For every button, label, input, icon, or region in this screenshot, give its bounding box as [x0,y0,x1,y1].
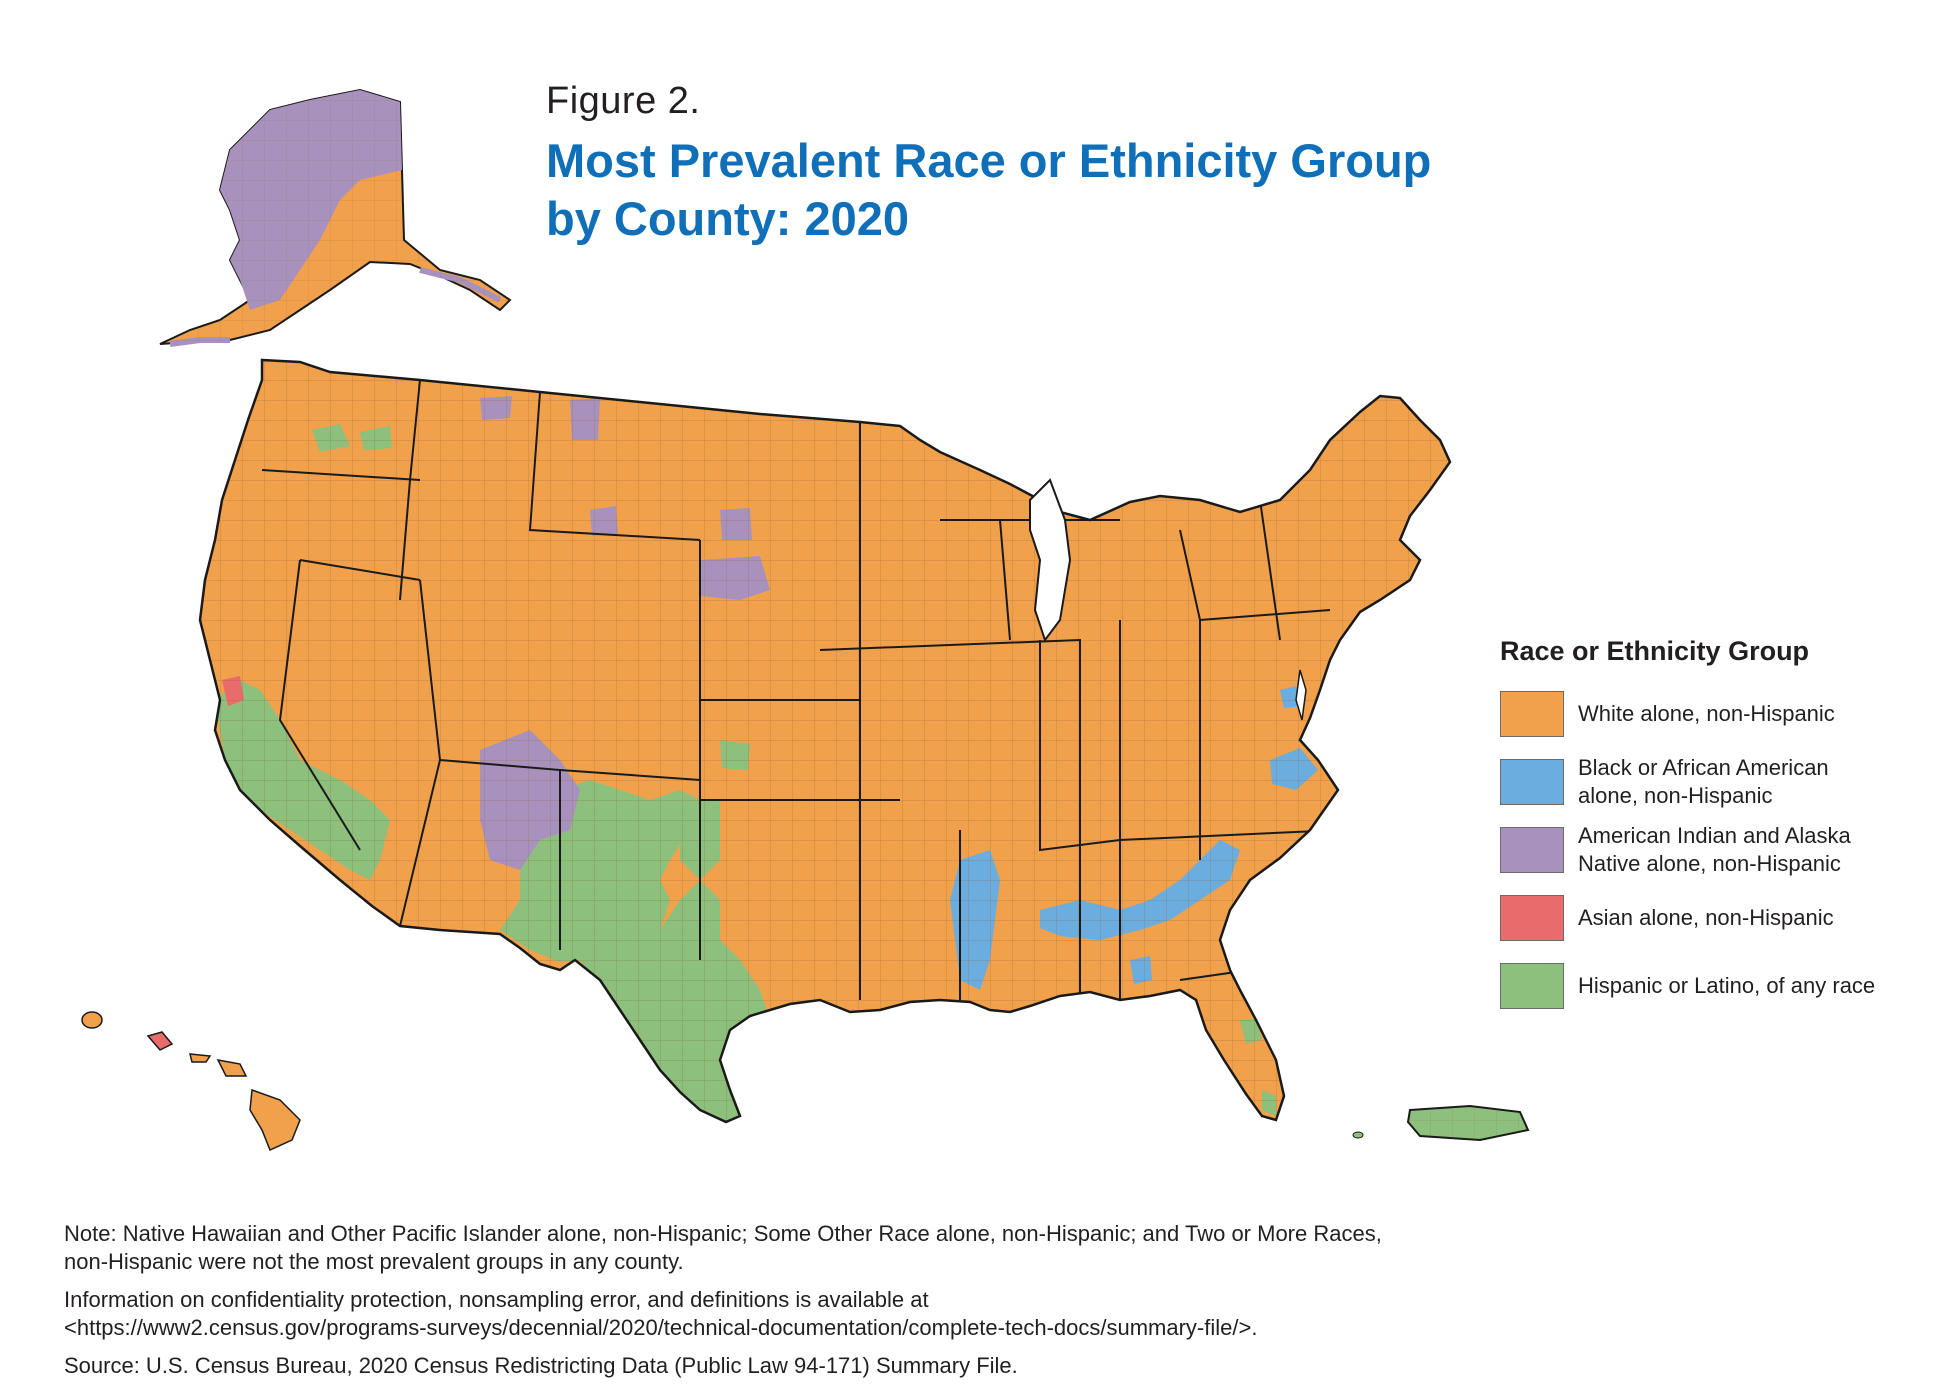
notes: Note: Native Hawaiian and Other Pacific … [64,1210,1924,1390]
legend-label-black-line2: alone, non-Hispanic [1578,783,1773,808]
legend-label-black: Black or African American alone, non-His… [1578,754,1829,810]
legend-label-black-line1: Black or African American [1578,755,1829,780]
figure-label: Figure 2. [546,80,701,122]
note-line1: Note: Native Hawaiian and Other Pacific … [64,1221,1382,1246]
source-line: Source: U.S. Census Bureau, 2020 Census … [64,1353,1018,1378]
legend-item-asian: Asian alone, non-Hispanic [1500,893,1940,943]
legend-label-aian-line2: Native alone, non-Hispanic [1578,851,1841,876]
hawaii [81,1011,301,1152]
legend-label-hispanic: Hispanic or Latino, of any race [1578,972,1875,1000]
legend-swatch-asian [1500,895,1564,941]
legend-label-asian: Asian alone, non-Hispanic [1578,904,1834,932]
lake-michigan [1029,478,1072,643]
legend-label-white-line1: White alone, non-Hispanic [1578,701,1835,726]
legend-swatch-aian [1500,827,1564,873]
legend: Race or Ethnicity Group White alone, non… [1500,636,1940,1029]
region-asian-oahu [146,1031,174,1051]
legend-item-black: Black or African American alone, non-His… [1500,754,1940,810]
legend-label-white: White alone, non-Hispanic [1578,700,1835,728]
chesapeake-bay [1295,669,1307,721]
alaska [159,88,512,347]
legend-title: Race or Ethnicity Group [1500,636,1810,666]
figure-title-line2: by County: 2020 [546,192,910,245]
puerto-rico [1352,1104,1530,1142]
info-line2: <https://www2.census.gov/programs-survey… [64,1315,1258,1340]
legend-item-aian: American Indian and Alaska Native alone,… [1500,822,1940,878]
figure-title-line1: Most Prevalent Race or Ethnicity Group [546,134,1432,187]
legend-swatch-hispanic [1500,963,1564,1009]
legend-item-white: White alone, non-Hispanic [1500,689,1940,739]
legend-label-asian-line1: Asian alone, non-Hispanic [1578,905,1834,930]
figure-title: Most Prevalent Race or Ethnicity Group b… [546,132,1431,248]
info-line1: Information on confidentiality protectio… [64,1287,929,1312]
legend-label-aian-line1: American Indian and Alaska [1578,823,1851,848]
legend-label-aian: American Indian and Alaska Native alone,… [1578,822,1851,878]
legend-item-hispanic: Hispanic or Latino, of any race [1500,961,1940,1011]
legend-label-hispanic-line1: Hispanic or Latino, of any race [1578,973,1876,998]
contiguous-us [198,358,1452,1124]
note-line2: non-Hispanic were not the most prevalent… [64,1249,684,1274]
legend-swatch-black [1500,759,1564,805]
legend-swatch-white [1500,691,1564,737]
